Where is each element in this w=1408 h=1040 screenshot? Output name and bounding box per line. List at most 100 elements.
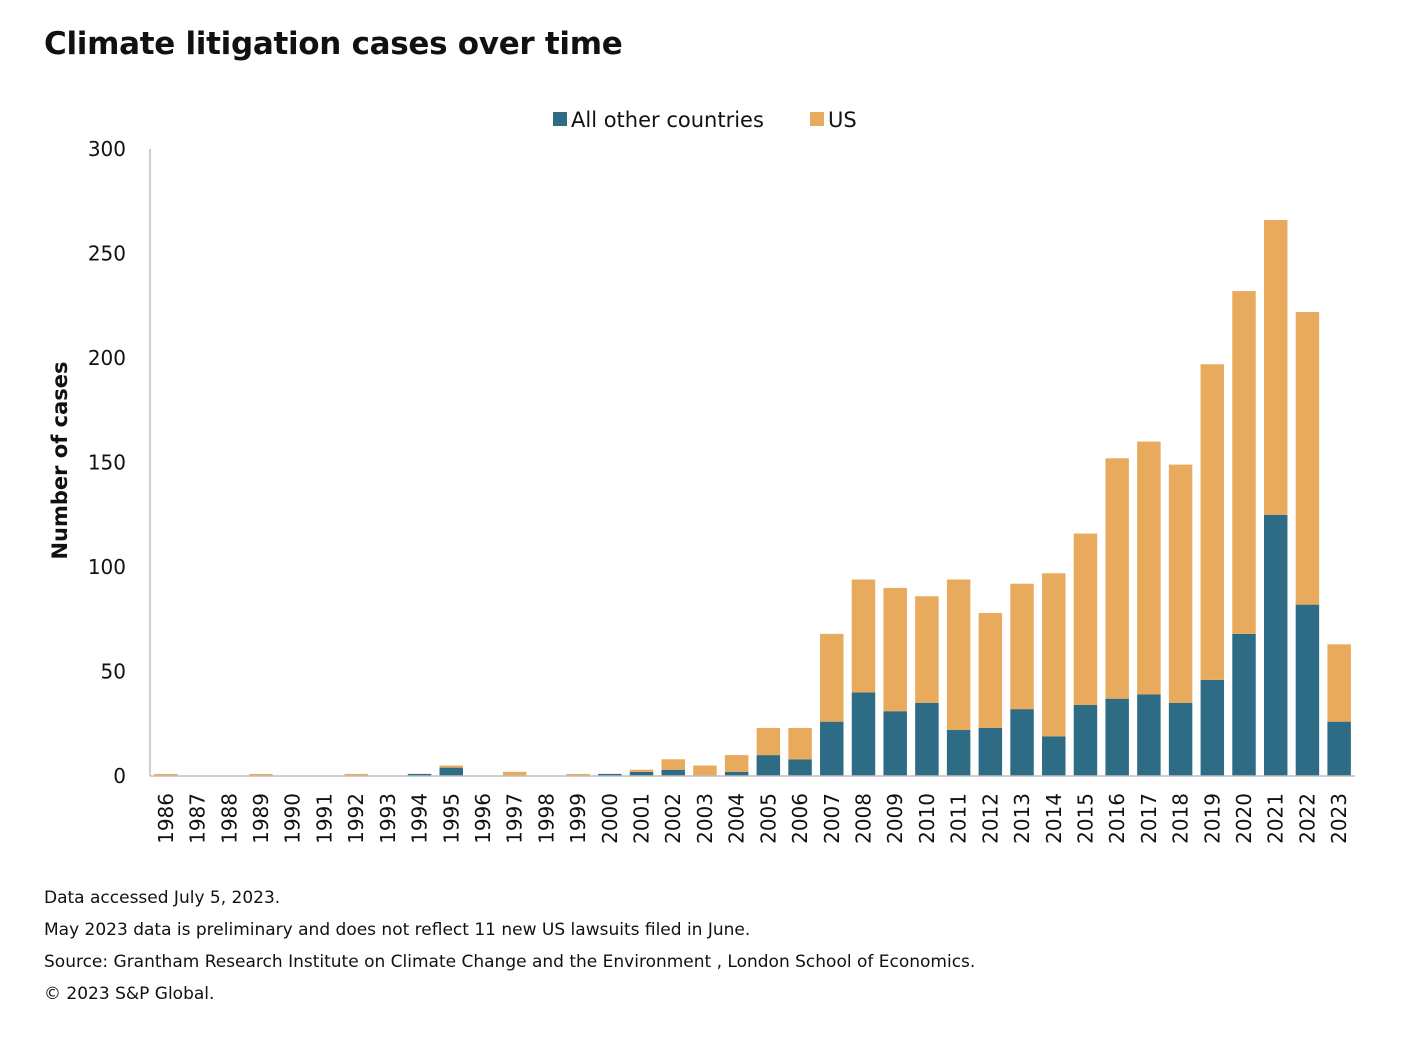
legend-label-other-countries: All other countries: [571, 108, 764, 132]
legend-swatch-other-countries: [553, 112, 567, 126]
x-tick-label: 2018: [1169, 793, 1193, 844]
note-source: Source: Grantham Research Institute on C…: [44, 952, 976, 972]
bar-us-1986: [154, 773, 178, 776]
x-tick-label: 2014: [1042, 793, 1066, 844]
bar-other-countries-2021: [1263, 514, 1288, 776]
note-preliminary: May 2023 data is preliminary and does no…: [44, 920, 751, 940]
bar-other-countries-2005: [756, 755, 781, 776]
x-tick-label: 2020: [1232, 793, 1256, 844]
bar-other-countries-2001: [629, 771, 654, 776]
x-tick-label: 2023: [1327, 793, 1351, 844]
bar-us-2015: [1073, 533, 1098, 705]
bar-other-countries-2007: [820, 721, 844, 776]
x-tick-label: 2012: [978, 793, 1002, 844]
bar-other-countries-2017: [1137, 694, 1161, 776]
bar-us-2003: [693, 765, 717, 776]
x-axis: 1986 1987 1988 1989 1990 1991 1992 1993 1994 1995…: [150, 775, 1355, 844]
y-tick-label: 200: [88, 346, 126, 370]
bar-other-countries-2000: [598, 773, 622, 776]
note-copyright: © 2023 S&P Global.: [44, 984, 215, 1004]
bar-us-2012: [978, 612, 1003, 728]
x-tick-label: 1993: [376, 793, 400, 844]
x-tick-label: 1987: [186, 793, 210, 844]
bar-us-2005: [756, 727, 781, 756]
x-tick-label: 2007: [820, 793, 844, 844]
y-tick-label: 300: [88, 137, 126, 161]
bar-us-1992: [344, 773, 368, 776]
x-tick-label: 1994: [408, 793, 432, 844]
bar-us-2020: [1232, 291, 1256, 634]
bar-other-countries-2019: [1200, 679, 1225, 776]
bar-other-countries-2014: [1042, 736, 1066, 776]
x-tick-label: 2016: [1105, 793, 1129, 844]
bar-other-countries-1995: [439, 767, 463, 776]
legend-swatch-us: [810, 112, 824, 126]
bar-us-2018: [1168, 464, 1193, 703]
x-tick-label: 1996: [471, 793, 495, 844]
x-tick-label: 2013: [1010, 793, 1034, 844]
x-tick-label: 1992: [344, 793, 368, 844]
bar-other-countries-2018: [1168, 702, 1193, 776]
bar-us-1997: [502, 771, 527, 776]
bar-us-2014: [1042, 573, 1066, 737]
y-tick-label: 0: [113, 764, 126, 788]
bar-us-1995: [439, 765, 463, 768]
x-tick-label: 1999: [566, 793, 590, 844]
x-tick-label: 2011: [947, 793, 971, 844]
bar-other-countries-2004: [724, 771, 749, 776]
bar-us-2013: [1010, 583, 1034, 710]
x-tick-label: 2021: [1264, 793, 1288, 844]
bar-us-2021: [1263, 220, 1288, 515]
bar-us-2001: [629, 769, 654, 772]
x-tick-label: 2019: [1200, 793, 1224, 844]
y-tick-label: 50: [101, 660, 126, 684]
x-tick-label: 2008: [851, 793, 875, 844]
y-tick-label: 250: [88, 242, 126, 266]
x-tick-label: 1989: [249, 793, 273, 844]
x-tick-label: 1995: [439, 793, 463, 844]
x-tick-label: 1986: [154, 793, 178, 844]
bar-us-2022: [1295, 312, 1320, 605]
bar-us-2007: [820, 633, 844, 722]
x-tick-label: 1990: [281, 793, 305, 844]
bar-us-2008: [851, 579, 876, 693]
x-tick-label: 2006: [788, 793, 812, 844]
bar-us-2002: [661, 759, 685, 770]
bar-other-countries-2013: [1010, 709, 1034, 776]
bar-other-countries-2015: [1073, 704, 1098, 776]
x-tick-label: 1991: [312, 793, 336, 844]
x-tick-label: 2003: [693, 793, 717, 844]
bar-other-countries-1994: [407, 773, 432, 776]
bar-us-2004: [724, 755, 749, 772]
chart-plot: All other countries US 0 50 100 150 200 250 300…: [48, 108, 1355, 844]
x-tick-label: 2004: [725, 793, 749, 844]
y-tick-label: 150: [88, 451, 126, 475]
bar-other-countries-2008: [851, 692, 876, 776]
bar-us-2011: [946, 579, 971, 731]
bar-other-countries-2011: [946, 730, 971, 776]
chart-title: Climate litigation cases over time: [44, 26, 623, 62]
y-axis: 0 50 100 150 200 250 300 Number of cases: [48, 137, 151, 788]
footnotes: Data accessed July 5, 2023. May 2023 dat…: [44, 882, 975, 1010]
y-tick-label: 100: [88, 555, 126, 579]
bar-other-countries-2002: [661, 769, 685, 776]
bar-other-countries-2009: [883, 711, 907, 776]
y-axis-title: Number of cases: [48, 361, 72, 559]
note-accessed: Data accessed July 5, 2023.: [44, 888, 281, 908]
bar-us-2019: [1200, 364, 1225, 680]
x-tick-label: 2010: [915, 793, 939, 844]
bar-other-countries-2012: [978, 727, 1003, 776]
bar-other-countries-2006: [788, 759, 812, 776]
x-tick-label: 2002: [661, 793, 685, 844]
x-tick-label: 2005: [756, 793, 780, 844]
legend: All other countries US: [553, 108, 857, 132]
bar-us-2010: [915, 596, 939, 703]
bar-other-countries-2023: [1327, 721, 1351, 776]
bar-us-2017: [1137, 441, 1161, 695]
bar-other-countries-2020: [1232, 633, 1256, 776]
x-tick-label: 1997: [503, 793, 527, 844]
bar-other-countries-2016: [1105, 698, 1129, 776]
x-tick-label: 2001: [630, 793, 654, 844]
bar-us-1999: [566, 773, 590, 776]
bar-other-countries-2010: [915, 702, 939, 776]
